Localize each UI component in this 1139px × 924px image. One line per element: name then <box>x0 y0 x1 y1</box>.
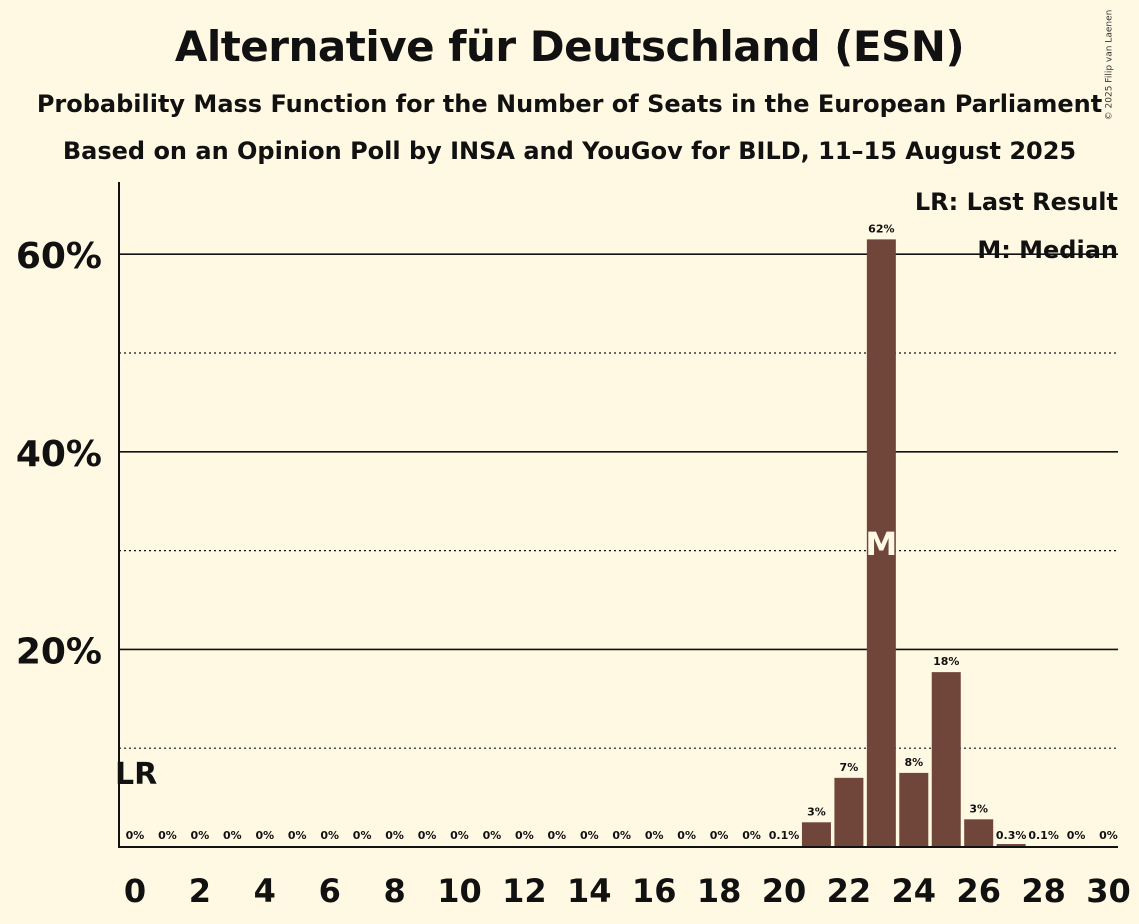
legend-last-result: LR: Last Result <box>915 188 1118 216</box>
data-label-seat-6: 0% <box>320 829 339 842</box>
data-label-seat-23: 62% <box>868 222 894 235</box>
x-tick-label: 10 <box>437 872 482 910</box>
data-label-seat-4: 0% <box>255 829 274 842</box>
data-label-seat-27: 0.3% <box>996 829 1027 842</box>
x-tick-label: 4 <box>254 872 276 910</box>
data-label-seat-0: 0% <box>126 829 145 842</box>
data-label-seat-16: 0% <box>645 829 664 842</box>
bars <box>769 239 1059 847</box>
bar-seat-23 <box>866 239 896 847</box>
x-tick-label: 0 <box>124 872 146 910</box>
data-label-seat-13: 0% <box>548 829 567 842</box>
x-tick-label: 20 <box>762 872 807 910</box>
x-tick-label: 16 <box>632 872 677 910</box>
data-label-seat-17: 0% <box>677 829 696 842</box>
gridlines <box>119 253 1118 749</box>
data-label-seat-22: 7% <box>840 761 859 774</box>
data-label-seat-5: 0% <box>288 829 307 842</box>
data-label-seat-25: 18% <box>933 655 959 668</box>
x-tick-label: 6 <box>319 872 341 910</box>
bar-seat-25 <box>931 672 961 847</box>
data-label-seat-8: 0% <box>385 829 404 842</box>
data-label-seat-28: 0.1% <box>1028 829 1059 842</box>
bar-seat-21 <box>801 822 831 847</box>
data-label-seat-29: 0% <box>1067 829 1086 842</box>
x-tick-label: 2 <box>189 872 211 910</box>
y-tick-label: 40% <box>16 434 102 475</box>
last-result-marker: LR <box>115 757 157 792</box>
x-tick-label: 28 <box>1021 872 1066 910</box>
data-label-seat-30: 0% <box>1099 829 1118 842</box>
bar-seat-24 <box>899 772 929 847</box>
data-label-seat-2: 0% <box>191 829 210 842</box>
x-tick-label: 24 <box>892 872 937 910</box>
data-label-seat-11: 0% <box>483 829 502 842</box>
chart-subtitle: Probability Mass Function for the Number… <box>36 90 1103 118</box>
data-label-seat-26: 3% <box>969 802 988 815</box>
data-label-seat-7: 0% <box>353 829 372 842</box>
x-tick-label: 26 <box>956 872 1001 910</box>
data-label-seat-18: 0% <box>710 829 729 842</box>
data-label-seat-14: 0% <box>580 829 599 842</box>
median-marker: M <box>865 525 897 563</box>
x-tick-label: 30 <box>1086 872 1131 910</box>
data-label-seat-19: 0% <box>742 829 761 842</box>
data-label-seat-1: 0% <box>158 829 177 842</box>
data-label-seat-20: 0.1% <box>769 829 800 842</box>
data-label-seat-3: 0% <box>223 829 242 842</box>
bar-seat-27 <box>996 844 1026 847</box>
x-tick-label: 12 <box>502 872 547 910</box>
data-label-seat-21: 3% <box>807 805 826 818</box>
data-labels: 0% 0% 0% 0% 0% 0% 0% 0% 0% 0% 0% 0% 0% 0% 0% 0% 0% 0% 0% 0%… <box>115 222 1118 842</box>
chart-title: Alternative für Deutschland (ESN) <box>174 22 965 71</box>
y-tick-label: 60% <box>16 236 102 277</box>
x-tick-label: 14 <box>567 872 612 910</box>
data-label-seat-12: 0% <box>515 829 534 842</box>
data-label-seat-15: 0% <box>612 829 631 842</box>
data-label-seat-9: 0% <box>418 829 437 842</box>
data-label-seat-24: 8% <box>904 756 923 769</box>
bar-seat-26 <box>964 819 994 847</box>
x-tick-label: 18 <box>697 872 742 910</box>
chart-subtitle-source: Based on an Opinion Poll by INSA and You… <box>62 137 1077 165</box>
x-tick-label: 22 <box>827 872 872 910</box>
data-label-seat-10: 0% <box>450 829 469 842</box>
bar-seat-22 <box>834 777 864 847</box>
y-tick-label: 20% <box>16 631 102 672</box>
legend-median: M: Median <box>977 236 1118 264</box>
x-tick-label: 8 <box>383 872 405 910</box>
legend: LR: Last Result M: Median <box>915 188 1118 264</box>
axes: 20%40%60%0 2 4 6 8 10 12 14 16 18 20 22 24 26 28 30 <box>16 182 1131 910</box>
